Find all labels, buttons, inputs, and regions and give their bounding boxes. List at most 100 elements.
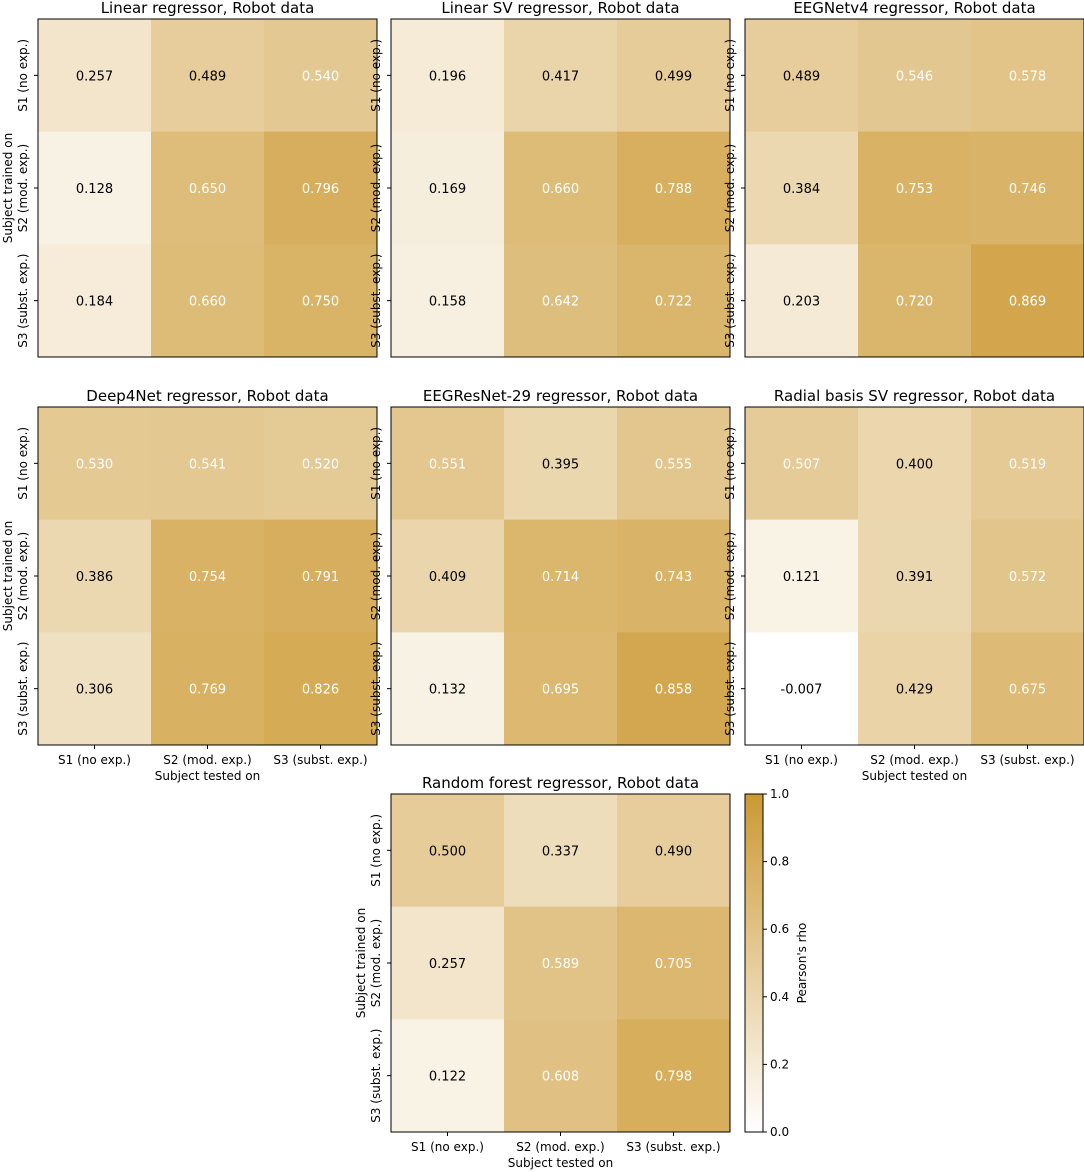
cell-value-label: 0.337 [542, 844, 579, 859]
row-tick-label: S2 (mod. exp.) [369, 144, 383, 232]
cell-value-label: 0.499 [655, 69, 692, 84]
row-tick-label: S2 (mod. exp.) [369, 532, 383, 620]
y-axis-title: Subject trained on [1, 521, 15, 631]
x-axis-title: Subject tested on [508, 1156, 613, 1170]
col-tick-label: S1 (no exp.) [58, 753, 131, 767]
colorbar-tick-label: 0.2 [770, 1057, 789, 1071]
heatmap-cell [745, 407, 859, 521]
heatmap-cell [504, 632, 618, 746]
col-tick-label: S3 (subst. exp.) [626, 1140, 720, 1154]
heatmap-cell [38, 131, 152, 245]
heatmap-cell [504, 244, 618, 358]
cell-value-label: 0.705 [655, 957, 692, 972]
heatmap-cell [38, 519, 152, 633]
panel-title: Deep4Net regressor, Robot data [86, 387, 328, 405]
row-tick-label: S2 (mod. exp.) [723, 532, 737, 620]
cell-value-label: 0.417 [542, 69, 579, 84]
heatmap-cell [858, 131, 972, 245]
colorbar [744, 793, 764, 1133]
heatmap-cell [391, 407, 505, 521]
row-tick-label: S1 (no exp.) [16, 427, 30, 500]
cell-value-label: 0.132 [429, 683, 466, 698]
heatmap-cell [971, 131, 1084, 245]
row-tick-label: S3 (subst. exp.) [16, 254, 30, 348]
heatmap-cell [745, 632, 859, 746]
row-tick-label: S1 (no exp.) [369, 427, 383, 500]
row-tick-label: S3 (subst. exp.) [723, 254, 737, 348]
cell-value-label: 0.546 [896, 69, 933, 84]
cell-value-label: 0.507 [783, 457, 820, 472]
cell-value-label: 0.608 [542, 1070, 579, 1085]
heatmap-cell [264, 407, 378, 521]
cell-value-label: 0.409 [429, 570, 466, 585]
cell-value-label: 0.519 [1009, 457, 1046, 472]
cell-value-label: 0.540 [302, 69, 339, 84]
heatmap-cell [151, 19, 265, 133]
x-axis-title: Subject tested on [862, 769, 967, 783]
colorbar-tick-label: 0.0 [770, 1125, 789, 1139]
heatmap-cell [617, 1019, 731, 1133]
cell-value-label: 0.826 [302, 683, 339, 698]
cell-value-label: 0.722 [655, 295, 692, 310]
cell-value-label: 0.400 [896, 457, 933, 472]
cell-value-label: 0.660 [542, 182, 579, 197]
panel-title: Random forest regressor, Robot data [422, 774, 699, 792]
heatmap-cell [504, 519, 618, 633]
cell-value-label: 0.257 [76, 69, 113, 84]
cell-value-label: 0.750 [302, 295, 339, 310]
cell-value-label: 0.541 [189, 457, 226, 472]
heatmap-cell [151, 131, 265, 245]
col-tick-label: S2 (mod. exp.) [870, 753, 958, 767]
cell-value-label: 0.796 [302, 182, 339, 197]
heatmap-cell [264, 244, 378, 358]
heatmap-cell [151, 632, 265, 746]
heatmap-cell [858, 19, 972, 133]
heatmap-cell [971, 244, 1084, 358]
heatmap-cell [391, 519, 505, 633]
heatmap-cell [858, 244, 972, 358]
colorbar-tick-label: 1.0 [770, 787, 789, 801]
heatmap-cell [151, 519, 265, 633]
heatmap-cell [391, 244, 505, 358]
colorbar-tick-label: 0.6 [770, 922, 789, 936]
cell-value-label: 0.720 [896, 295, 933, 310]
cell-value-label: 0.395 [542, 457, 579, 472]
y-axis-title: Subject trained on [1, 133, 15, 243]
cell-value-label: 0.490 [655, 844, 692, 859]
heatmap-cell [391, 794, 505, 908]
cell-value-label: 0.572 [1009, 570, 1046, 585]
cell-value-label: 0.769 [189, 683, 226, 698]
colorbar-tick-label: 0.8 [770, 855, 789, 869]
heatmap-cell [504, 131, 618, 245]
cell-value-label: 0.122 [429, 1070, 466, 1085]
heatmap-cell [151, 244, 265, 358]
row-tick-label: S3 (subst. exp.) [369, 254, 383, 348]
heatmap-cell [971, 519, 1084, 633]
row-tick-label: S3 (subst. exp.) [369, 642, 383, 736]
cell-value-label: 0.500 [429, 844, 466, 859]
cell-value-label: 0.746 [1009, 182, 1046, 197]
col-tick-label: S2 (mod. exp.) [163, 753, 251, 767]
cell-value-label: 0.386 [76, 570, 113, 585]
cell-value-label: 0.196 [429, 69, 466, 84]
heatmap-cell [745, 131, 859, 245]
cell-value-label: 0.184 [76, 295, 113, 310]
cell-value-label: 0.429 [896, 683, 933, 698]
heatmap-cell [617, 794, 731, 908]
heatmap-cell [391, 19, 505, 133]
heatmap-cell [617, 519, 731, 633]
cell-value-label: 0.306 [76, 683, 113, 698]
cell-value-label: 0.642 [542, 295, 579, 310]
cell-value-label: 0.660 [189, 295, 226, 310]
heatmap-cell [504, 906, 618, 1020]
cell-value-label: 0.675 [1009, 683, 1046, 698]
cell-value-label: 0.489 [783, 69, 820, 84]
heatmap-cell [38, 632, 152, 746]
row-tick-label: S1 (no exp.) [369, 39, 383, 112]
panel-title: Radial basis SV regressor, Robot data [774, 387, 1055, 405]
y-axis-title: Subject trained on [354, 908, 368, 1018]
heatmap-cell [264, 519, 378, 633]
cell-value-label: 0.714 [542, 570, 579, 585]
heatmap-cell [504, 19, 618, 133]
col-tick-label: S3 (subst. exp.) [980, 753, 1074, 767]
